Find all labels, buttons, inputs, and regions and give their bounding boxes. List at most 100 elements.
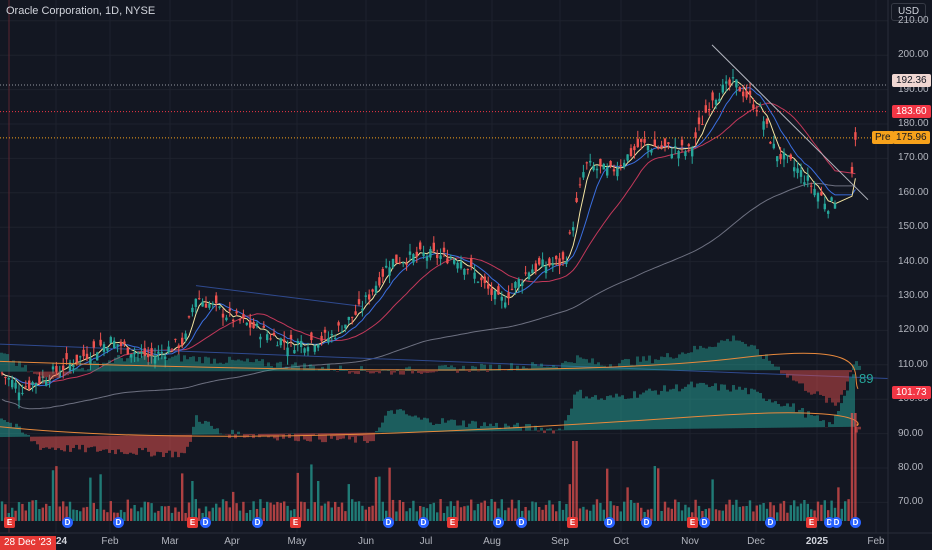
dividend-marker[interactable]: D bbox=[516, 517, 527, 528]
lower-osc-fill-down bbox=[105, 435, 108, 450]
candle-body bbox=[388, 267, 391, 276]
lower-osc-fill-down bbox=[354, 432, 357, 443]
oscillator-fill-up bbox=[699, 345, 702, 371]
volume-bar bbox=[772, 505, 775, 521]
candle-body bbox=[459, 261, 463, 269]
oscillator-fill-up bbox=[666, 353, 669, 371]
candle-body bbox=[476, 281, 480, 283]
lower-osc-fill-up bbox=[438, 423, 441, 432]
dividend-marker[interactable]: D bbox=[641, 517, 652, 528]
earnings-marker[interactable]: E bbox=[806, 517, 817, 528]
oscillator-fill-down bbox=[63, 371, 66, 376]
oscillator-fill-up bbox=[735, 340, 738, 371]
lower-osc-fill-down bbox=[336, 433, 339, 441]
candle-body bbox=[521, 282, 524, 286]
dividend-marker[interactable]: D bbox=[824, 517, 835, 528]
earnings-marker[interactable]: E bbox=[687, 517, 698, 528]
volume-bar bbox=[524, 506, 527, 521]
oscillator-fill-up bbox=[141, 356, 144, 372]
candle-body bbox=[612, 169, 616, 172]
volume-bar bbox=[364, 509, 367, 521]
candle-body bbox=[718, 98, 721, 102]
lower-osc-fill-up bbox=[843, 395, 846, 427]
dividend-marker[interactable]: D bbox=[113, 517, 124, 528]
candle-body bbox=[595, 168, 599, 171]
dividend-marker[interactable]: D bbox=[604, 517, 615, 528]
dividend-marker[interactable]: D bbox=[383, 517, 394, 528]
lower-osc-fill-down bbox=[372, 432, 375, 442]
oscillator-fill-up bbox=[765, 354, 768, 371]
candle-body bbox=[201, 301, 204, 307]
earnings-marker[interactable]: E bbox=[290, 517, 301, 528]
oscillator-fill-up bbox=[606, 367, 609, 371]
lower-osc-fill-up bbox=[474, 421, 477, 432]
lower-osc-fill-up bbox=[681, 388, 684, 429]
earnings-marker[interactable]: E bbox=[447, 517, 458, 528]
oscillator-fill-up bbox=[438, 365, 441, 371]
oscillator-fill-up bbox=[228, 356, 231, 372]
dividend-marker[interactable]: D bbox=[493, 517, 504, 528]
dividend-marker[interactable]: D bbox=[850, 517, 861, 528]
oscillator-fill-up bbox=[129, 355, 132, 372]
dividend-marker[interactable]: D bbox=[200, 517, 211, 528]
volume-bar bbox=[191, 481, 194, 521]
volume-bar bbox=[381, 501, 384, 521]
volume-bar bbox=[810, 509, 813, 521]
oscillator-fill-up bbox=[207, 357, 210, 372]
symbol-title[interactable]: Oracle Corporation, 1D, NYSE bbox=[6, 5, 156, 17]
lower-osc-fill-down bbox=[96, 435, 99, 452]
candle-body bbox=[827, 211, 830, 214]
lower-osc-fill-up bbox=[204, 420, 207, 435]
oscillator-fill-up bbox=[24, 365, 27, 372]
currency-button[interactable]: USD bbox=[891, 3, 926, 21]
earnings-marker[interactable]: E bbox=[567, 517, 578, 528]
candle-body bbox=[17, 392, 21, 401]
earnings-marker[interactable]: E bbox=[4, 517, 15, 528]
candle-body bbox=[340, 331, 344, 333]
oscillator-fill-up bbox=[240, 360, 243, 372]
oscillator-fill-up bbox=[312, 366, 315, 372]
volume-bar bbox=[718, 510, 721, 521]
candle-body bbox=[354, 311, 357, 315]
oscillator-fill-up bbox=[156, 355, 159, 372]
lower-osc-fill-down bbox=[90, 435, 93, 448]
oscillator-fill-up bbox=[219, 362, 222, 372]
volume-bar bbox=[208, 511, 211, 521]
oscillator-fill-down bbox=[798, 370, 801, 384]
price-tick-label: 190.00 bbox=[898, 83, 929, 95]
dividend-marker[interactable]: D bbox=[62, 517, 73, 528]
volume-bar bbox=[126, 499, 129, 521]
oscillator-fill-up bbox=[258, 361, 261, 372]
dividend-marker[interactable]: D bbox=[252, 517, 263, 528]
candle-body bbox=[619, 165, 622, 167]
oscillator-fill-down bbox=[411, 370, 414, 374]
volume-bar bbox=[646, 509, 650, 521]
lower-osc-fill-up bbox=[627, 398, 630, 430]
lower-osc-fill-up bbox=[759, 393, 762, 428]
oscillator-fill-up bbox=[561, 362, 564, 371]
lower-osc-fill-up bbox=[237, 431, 240, 435]
volume-bar bbox=[198, 508, 201, 521]
oscillator-fill-up bbox=[717, 342, 720, 371]
ma-slow-line bbox=[1, 102, 856, 385]
volume-bar bbox=[330, 507, 333, 521]
candle-body bbox=[374, 285, 378, 293]
lower-osc-fill-up bbox=[618, 396, 621, 430]
dividend-marker[interactable]: D bbox=[765, 517, 776, 528]
lower-osc-fill-up bbox=[405, 414, 408, 433]
volume-bar bbox=[327, 501, 330, 521]
dividend-marker[interactable]: D bbox=[418, 517, 429, 528]
candle-body bbox=[854, 132, 857, 140]
earnings-marker[interactable]: E bbox=[187, 517, 198, 528]
volume-bar bbox=[300, 501, 303, 521]
candle-body bbox=[555, 255, 558, 260]
dividend-marker[interactable]: D bbox=[831, 517, 842, 528]
lower-osc-fill-up bbox=[591, 396, 594, 430]
dividend-marker[interactable]: D bbox=[699, 517, 710, 528]
oscillator-fill-up bbox=[342, 369, 345, 372]
candle-body bbox=[432, 242, 435, 252]
oscillator-fill-down bbox=[375, 370, 378, 373]
lower-osc-fill-up bbox=[411, 416, 414, 433]
trendline bbox=[711, 44, 869, 201]
